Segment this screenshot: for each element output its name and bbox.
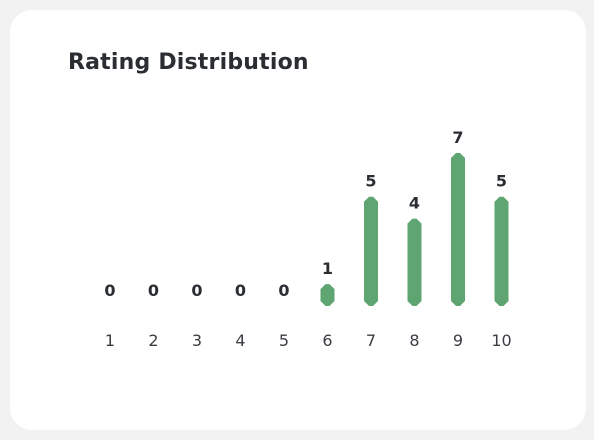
count-label-rating-2: 0 [148, 281, 159, 300]
bars-layer [320, 153, 509, 306]
tick-label-rating-8: 8 [409, 331, 419, 350]
bar-rating-7 [364, 196, 378, 306]
count-labels-layer: 0 0 0 0 0 1 5 4 7 5 [104, 128, 507, 300]
rating-distribution-chart: 0 0 0 0 0 1 5 4 7 5 1 2 3 4 5 6 7 8 9 10 [104, 128, 512, 350]
tick-label-rating-3: 3 [192, 331, 202, 350]
tick-label-rating-5: 5 [279, 331, 289, 350]
count-label-rating-10: 5 [496, 172, 507, 191]
tick-labels-layer: 1 2 3 4 5 6 7 8 9 10 [105, 331, 512, 350]
count-label-rating-8: 4 [409, 194, 420, 213]
card-title: Rating Distribution [68, 50, 309, 75]
count-label-rating-9: 7 [452, 128, 463, 147]
count-label-rating-6: 1 [322, 259, 333, 278]
count-label-rating-7: 5 [365, 172, 376, 191]
tick-label-rating-1: 1 [105, 331, 115, 350]
tick-label-rating-2: 2 [148, 331, 158, 350]
bar-rating-9 [451, 153, 465, 306]
count-label-rating-5: 0 [278, 281, 289, 300]
tick-label-rating-6: 6 [322, 331, 332, 350]
count-label-rating-1: 0 [104, 281, 115, 300]
rating-distribution-card: Rating Distribution 0 0 0 0 0 1 5 4 7 5 1 2 3 4 5 6 7 8 9… [10, 10, 586, 430]
bar-rating-10 [494, 196, 509, 306]
bar-rating-6 [320, 284, 335, 306]
tick-label-rating-7: 7 [366, 331, 376, 350]
tick-label-rating-4: 4 [235, 331, 245, 350]
count-label-rating-3: 0 [191, 281, 202, 300]
tick-label-rating-10: 10 [491, 331, 511, 350]
bar-rating-8 [407, 218, 422, 306]
tick-label-rating-9: 9 [453, 331, 463, 350]
count-label-rating-4: 0 [235, 281, 246, 300]
